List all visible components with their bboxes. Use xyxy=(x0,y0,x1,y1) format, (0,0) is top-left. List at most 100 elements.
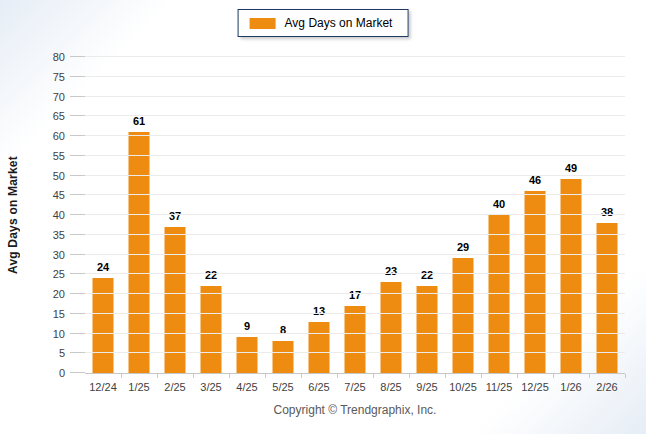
bar-4/25[interactable]: 9 xyxy=(237,337,258,373)
x-tick-label: 5/25 xyxy=(272,382,293,393)
bar-group: 382/26 xyxy=(589,57,625,373)
bar-value-label: 22 xyxy=(205,270,217,281)
x-tick-mark xyxy=(193,374,194,378)
x-tick-label: 7/25 xyxy=(344,382,365,393)
x-tick-mark xyxy=(265,374,266,378)
bar-group: 2910/25 xyxy=(445,57,481,373)
gridline xyxy=(85,155,625,156)
gridline xyxy=(85,313,625,314)
bar-11/25[interactable]: 40 xyxy=(489,215,510,373)
y-tick-label: 10 xyxy=(53,328,65,339)
x-tick-mark xyxy=(337,374,338,378)
x-tick-label: 9/25 xyxy=(416,382,437,393)
bar-value-label: 29 xyxy=(457,242,469,253)
bar-value-label: 37 xyxy=(169,211,181,222)
bar-12/25[interactable]: 46 xyxy=(525,191,546,373)
x-tick-label: 3/25 xyxy=(200,382,221,393)
copyright-text: Copyright © Trendgraphix, Inc. xyxy=(85,403,625,417)
x-tick-label: 2/25 xyxy=(164,382,185,393)
bar-group: 372/25 xyxy=(157,57,193,373)
x-tick-mark xyxy=(409,374,410,378)
bar-value-label: 22 xyxy=(421,270,433,281)
gridline xyxy=(85,254,625,255)
x-tick-mark xyxy=(481,374,482,378)
bar-8/25[interactable]: 23 xyxy=(381,282,402,373)
y-tick-label: 35 xyxy=(53,229,65,240)
bar-value-label: 40 xyxy=(493,199,505,210)
y-tick-mark xyxy=(70,56,85,57)
bar-group: 491/26 xyxy=(553,57,589,373)
gridline xyxy=(85,135,625,136)
gridline xyxy=(85,352,625,353)
bar-group: 94/25 xyxy=(229,57,265,373)
y-tick-label: 20 xyxy=(53,289,65,300)
bars-container: 2412/24611/25372/25223/2594/2585/25136/2… xyxy=(85,57,625,373)
bar-value-label: 24 xyxy=(97,262,109,273)
bar-5/25[interactable]: 8 xyxy=(273,341,294,373)
gridline xyxy=(85,273,625,274)
gridline xyxy=(85,194,625,195)
y-tick-mark xyxy=(70,333,85,334)
bar-1/26[interactable]: 49 xyxy=(561,179,582,373)
x-tick-mark xyxy=(517,374,518,378)
x-tick-label: 12/24 xyxy=(89,382,117,393)
gridline xyxy=(85,56,625,57)
bar-group: 85/25 xyxy=(265,57,301,373)
y-tick-mark xyxy=(70,155,85,156)
legend-label: Avg Days on Market xyxy=(285,16,393,30)
y-tick-mark xyxy=(70,254,85,255)
x-tick-label: 10/25 xyxy=(449,382,477,393)
bar-group: 229/25 xyxy=(409,57,445,373)
x-tick-mark xyxy=(373,374,374,378)
bar-value-label: 9 xyxy=(244,321,250,332)
x-tick-mark xyxy=(589,374,590,378)
x-tick-mark xyxy=(121,374,122,378)
y-tick-mark xyxy=(70,175,85,176)
gridline xyxy=(85,175,625,176)
bar-value-label: 38 xyxy=(601,207,613,218)
y-tick-mark xyxy=(70,234,85,235)
bar-9/25[interactable]: 22 xyxy=(417,286,438,373)
bar-group: 4011/25 xyxy=(481,57,517,373)
y-tick-label: 40 xyxy=(53,210,65,221)
y-axis: 05101520253035404550556065707580 xyxy=(0,57,65,373)
bar-group: 4612/25 xyxy=(517,57,553,373)
bar-value-label: 46 xyxy=(529,175,541,186)
y-tick-mark xyxy=(70,194,85,195)
y-tick-label: 0 xyxy=(59,368,65,379)
bar-value-label: 49 xyxy=(565,163,577,174)
bar-group: 136/25 xyxy=(301,57,337,373)
y-tick-label: 65 xyxy=(53,111,65,122)
bar-group: 177/25 xyxy=(337,57,373,373)
bar-10/25[interactable]: 29 xyxy=(453,258,474,373)
y-tick-label: 45 xyxy=(53,190,65,201)
y-tick-mark xyxy=(70,293,85,294)
plot-area: 2412/24611/25372/25223/2594/2585/25136/2… xyxy=(85,57,625,374)
x-tick-label: 6/25 xyxy=(308,382,329,393)
bar-6/25[interactable]: 13 xyxy=(309,322,330,373)
bar-3/25[interactable]: 22 xyxy=(201,286,222,373)
bar-7/25[interactable]: 17 xyxy=(345,306,366,373)
bar-value-label: 13 xyxy=(313,306,325,317)
gridline xyxy=(85,115,625,116)
x-tick-mark xyxy=(553,374,554,378)
bar-group: 238/25 xyxy=(373,57,409,373)
legend[interactable]: Avg Days on Market xyxy=(238,9,409,37)
gridline xyxy=(85,234,625,235)
gridline xyxy=(85,96,625,97)
bar-value-label: 17 xyxy=(349,290,361,301)
gridline xyxy=(85,76,625,77)
legend-swatch-icon xyxy=(250,18,276,29)
x-tick-label: 8/25 xyxy=(380,382,401,393)
y-tick-mark xyxy=(70,273,85,274)
y-tick-mark xyxy=(70,214,85,215)
x-tick-mark xyxy=(157,374,158,378)
x-tick-label: 2/26 xyxy=(596,382,617,393)
y-tick-mark xyxy=(70,115,85,116)
y-tick-label: 5 xyxy=(59,348,65,359)
bar-2/25[interactable]: 37 xyxy=(165,227,186,373)
bar-2/26[interactable]: 38 xyxy=(597,223,618,373)
x-tick-mark xyxy=(445,374,446,378)
y-tick-label: 80 xyxy=(53,52,65,63)
y-tick-label: 30 xyxy=(53,249,65,260)
